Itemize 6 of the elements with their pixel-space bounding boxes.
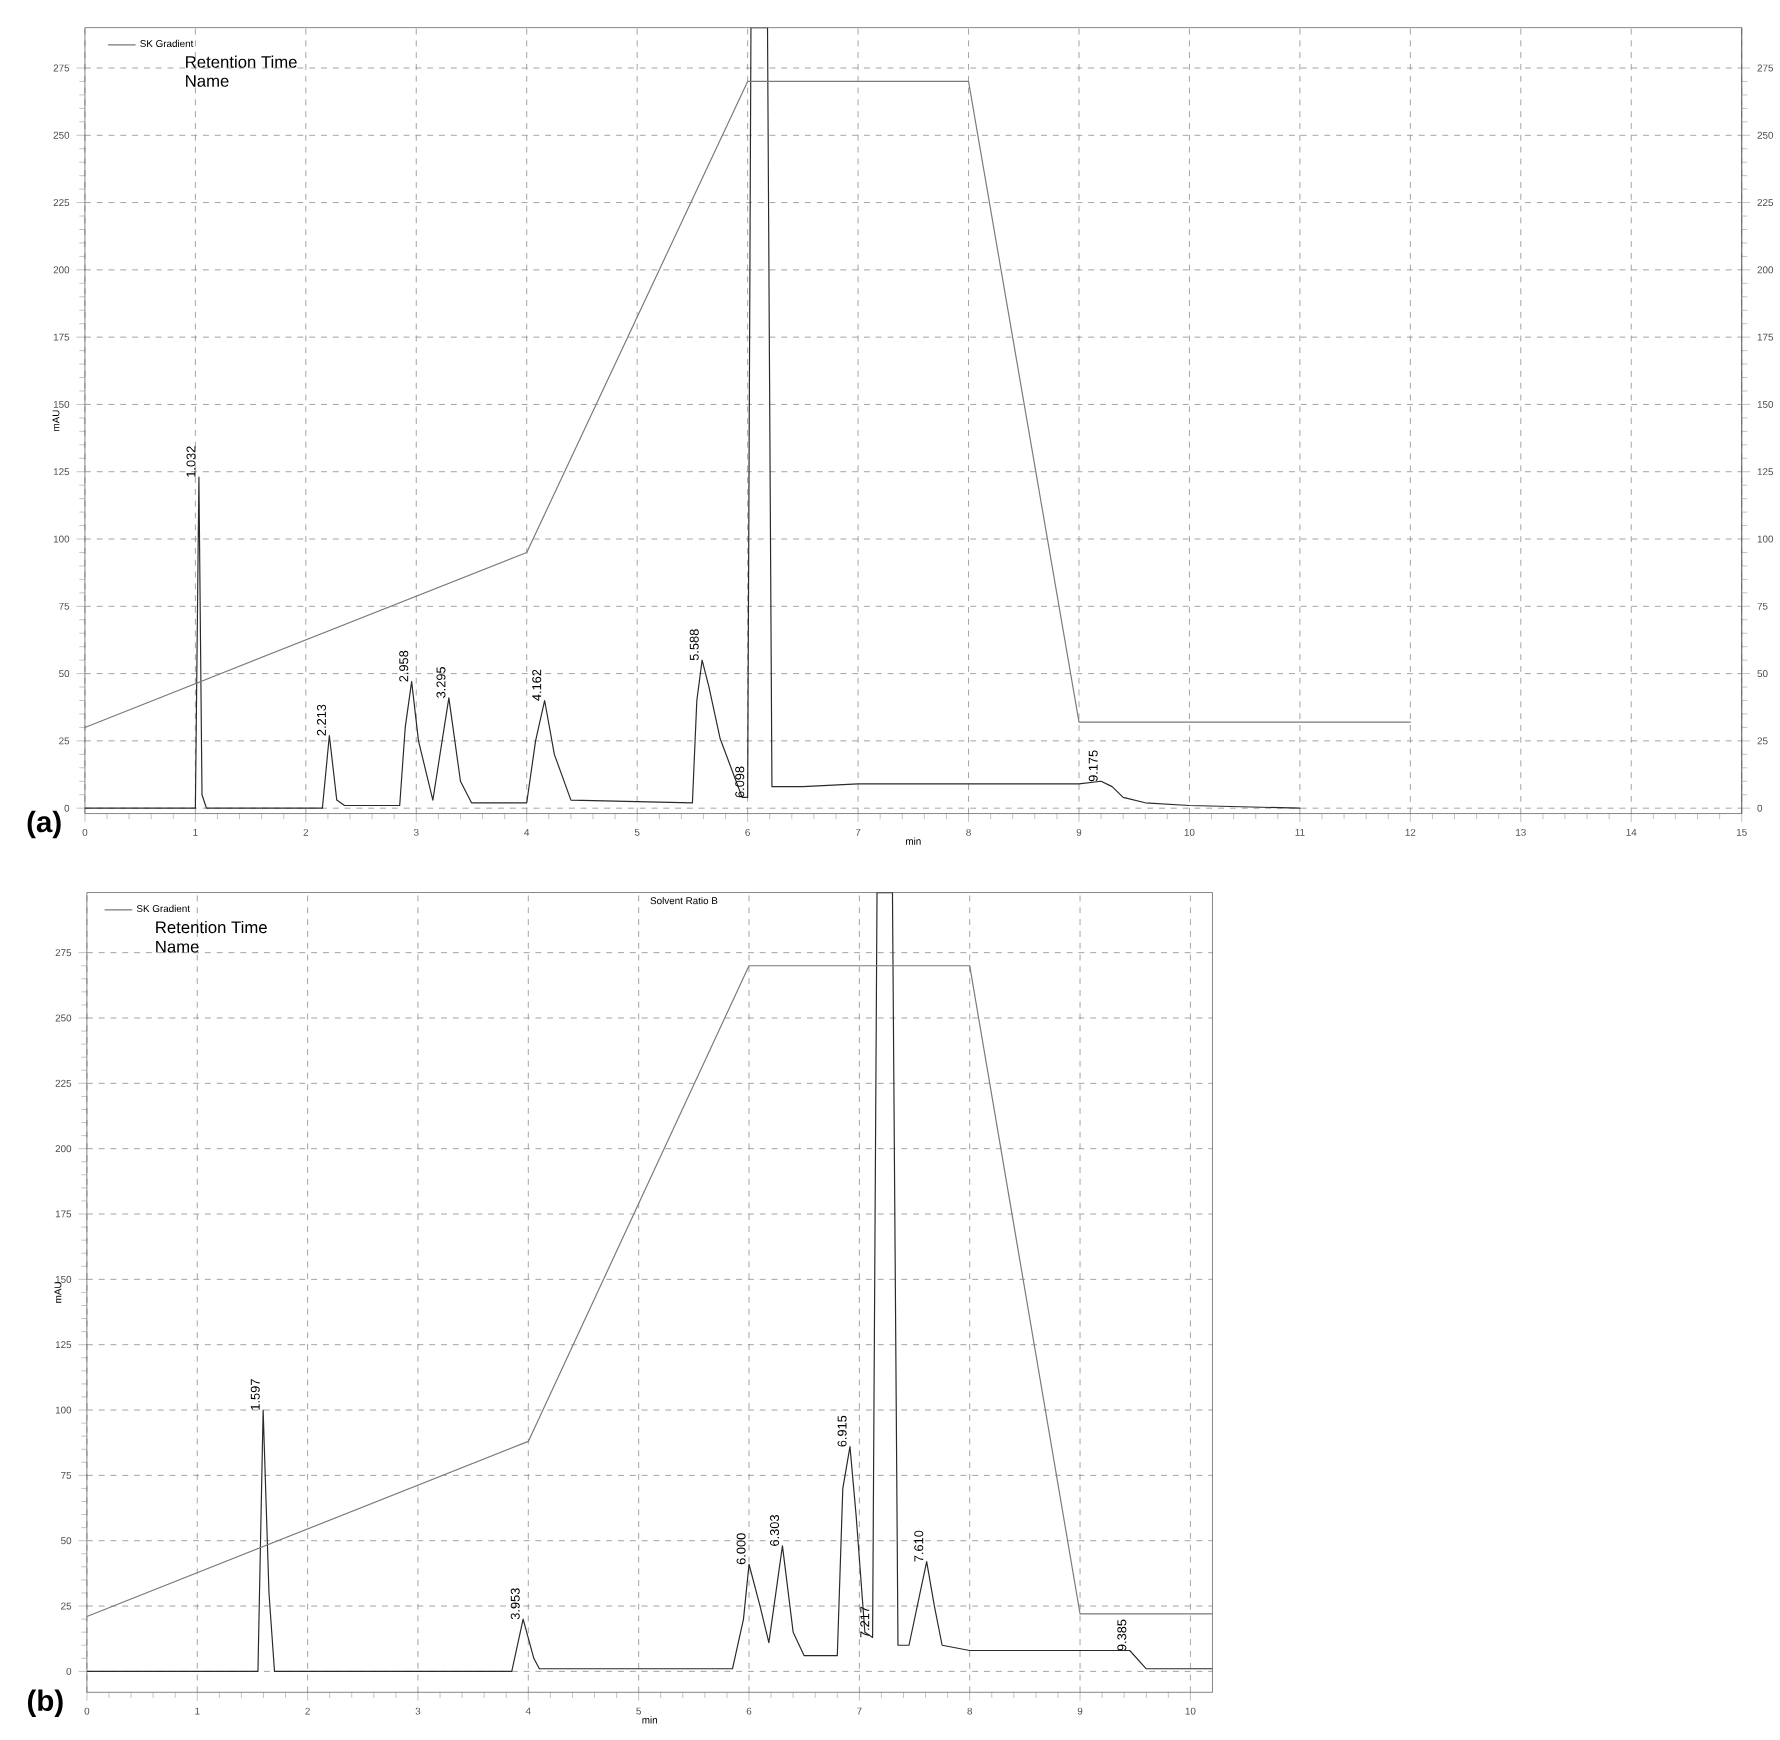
annotation: Name: [156, 941, 199, 953]
annotation: Retention Time: [186, 55, 297, 68]
annotation: Name: [186, 75, 229, 87]
text: (a): [27, 810, 61, 839]
annotation: Retention Time: [156, 921, 267, 934]
text: (b): [27, 1689, 63, 1718]
